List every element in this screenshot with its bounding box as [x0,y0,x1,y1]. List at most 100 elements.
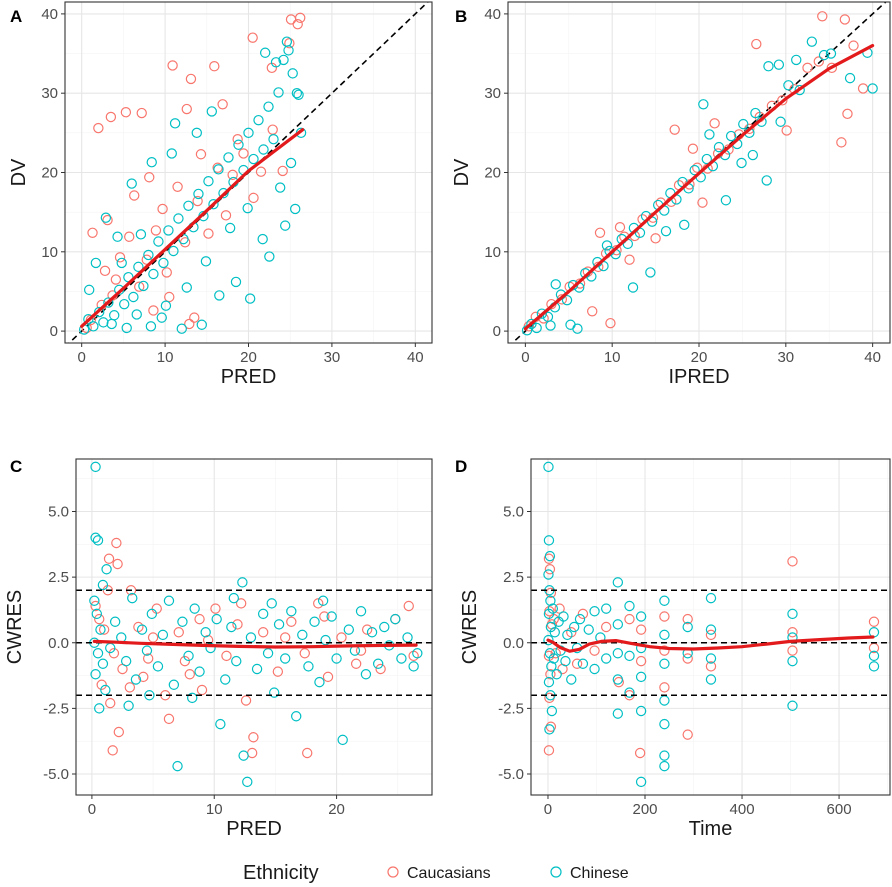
data-point [176,323,187,334]
x-tick-label: 20 [328,801,345,818]
data-point [659,629,670,641]
data-point [266,598,277,609]
y-axis-title: CWRES [459,590,481,664]
data-point [193,188,204,200]
data-point [291,711,302,722]
data-point [264,251,275,262]
y-tick-label: -2.5 [498,700,524,717]
data-point [713,141,725,153]
data-point [624,613,635,625]
data-point [181,282,192,293]
data-point [187,692,198,704]
data-point [97,579,109,591]
x-tick-label: 200 [632,801,657,818]
data-point [761,175,772,186]
data-point [319,611,330,622]
data-point [543,608,555,620]
data-point [130,674,142,685]
data-point [120,107,132,118]
data-point [160,300,172,311]
data-point [692,162,703,173]
data-point [568,621,580,633]
x-tick-label: 0 [78,349,86,366]
data-point [544,724,555,735]
data-point [163,595,175,606]
data-point [605,317,616,329]
data-point [114,252,126,263]
data-point [566,674,577,685]
data-point [129,190,140,201]
data-point [111,537,122,549]
data-point [126,178,137,189]
y-tick-label: 2.5 [503,569,524,586]
panel-b: 0 10 20 30 40 0 10 20 30 40 IPRED DV B [451,1,891,388]
data-point [645,267,656,278]
data-point [167,60,178,71]
data-point [183,650,194,662]
data-point [526,318,537,330]
data-point [624,650,635,662]
data-point [826,62,838,74]
data-point [360,669,372,680]
data-point [299,648,310,659]
data-point [152,661,164,672]
data-point [624,600,635,612]
data-point [235,598,247,609]
data-point [738,118,749,130]
data-point [163,225,174,236]
data-point [97,658,109,669]
data-point [226,621,237,633]
data-point [589,663,600,675]
data-point [697,197,708,208]
x-tick-label: 20 [240,349,257,366]
data-point [747,149,759,161]
data-point [284,38,295,49]
data-point [868,661,880,672]
data-point [751,38,762,50]
y-tick-label: 20 [484,165,501,182]
data-point [242,776,253,788]
data-point [720,195,732,206]
data-point [257,233,268,245]
data-point [280,220,291,231]
data-point [138,280,149,292]
data-point [825,48,837,59]
data-point [255,166,267,177]
series-chinese [78,36,307,335]
data-point [143,249,154,261]
data-point [549,627,560,638]
x-tick-label: 20 [691,349,708,366]
data-point [794,84,805,96]
data-point [560,655,571,667]
data-point [251,663,263,675]
data-point [660,225,672,237]
data-point [98,317,109,328]
x-tick-label: 10 [157,349,174,366]
y-tick-label: 40 [41,6,58,23]
data-point [90,600,101,612]
y-tick-label: -2.5 [43,700,69,717]
data-point [95,624,106,635]
data-point [659,611,670,622]
data-point [624,687,635,698]
y-tick-label: 0 [50,323,58,340]
data-point [220,674,231,685]
data-point [185,73,197,85]
data-point [561,294,573,306]
data-point [545,669,556,680]
data-point [192,195,203,207]
data-point [302,747,313,759]
data-point [331,653,342,664]
data-point [232,133,243,145]
data-point [136,624,148,635]
data-point [577,658,589,669]
data-point [777,95,788,106]
data-point [270,57,282,68]
data-point [635,705,647,717]
data-point [112,558,123,570]
data-point [92,648,104,659]
data-point [220,210,232,221]
series-caucasians [90,537,419,759]
data-point [659,658,670,669]
data-point [848,40,859,51]
